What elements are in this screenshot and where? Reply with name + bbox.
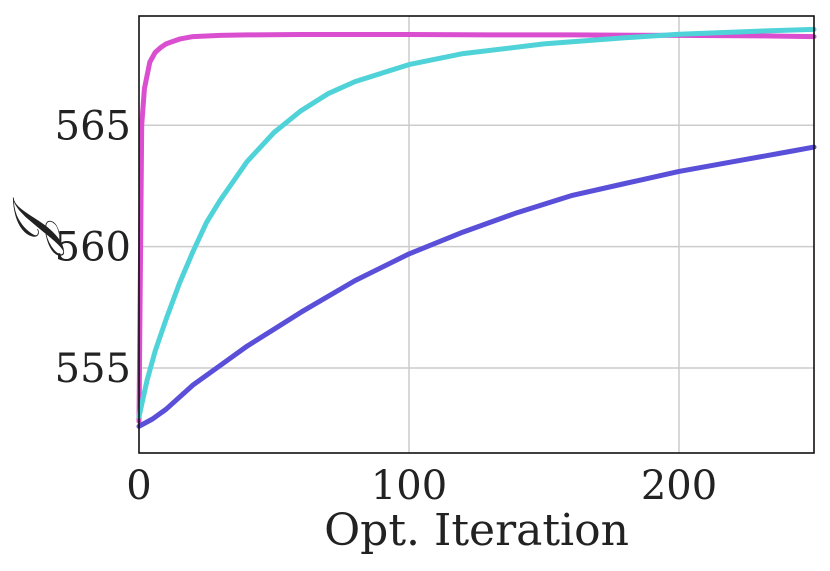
y-tick-label: 555 — [55, 346, 131, 392]
x-tick-label: 200 — [641, 463, 717, 509]
y-tick-label: 565 — [55, 103, 131, 149]
series-line-3 — [136, 144, 817, 429]
series-line-1 — [136, 32, 817, 424]
x-tick-label: 0 — [126, 463, 151, 509]
grid-lines — [139, 16, 814, 453]
series-lines — [136, 26, 817, 429]
tick-labels: 0 100 200 555 560 565 — [55, 103, 718, 509]
x-tick-label: 100 — [371, 463, 447, 509]
x-axis-label: Opt. Iteration — [324, 505, 629, 556]
plot-frame — [138, 15, 815, 454]
series-line-2 — [136, 26, 817, 420]
y-tick-label: 560 — [55, 225, 131, 271]
y-axis-label: 𝒥 — [1, 197, 66, 257]
